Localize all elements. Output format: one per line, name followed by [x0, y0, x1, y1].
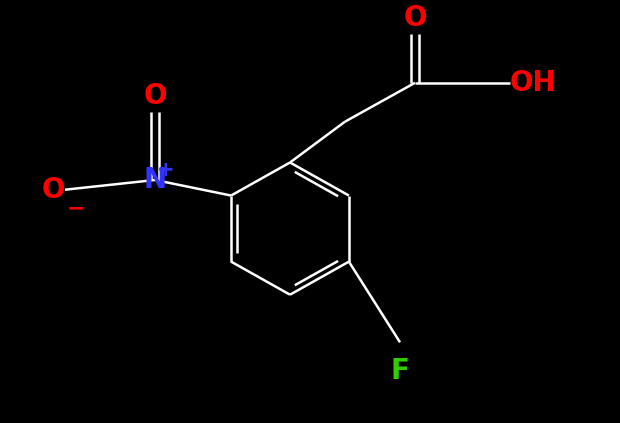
Text: −: − [67, 198, 86, 218]
Text: N: N [143, 166, 167, 194]
Text: +: + [157, 160, 175, 180]
Text: F: F [391, 357, 409, 385]
Text: O: O [143, 82, 167, 110]
Text: O: O [403, 4, 427, 32]
Text: OH: OH [510, 69, 557, 97]
Text: O: O [42, 176, 65, 204]
